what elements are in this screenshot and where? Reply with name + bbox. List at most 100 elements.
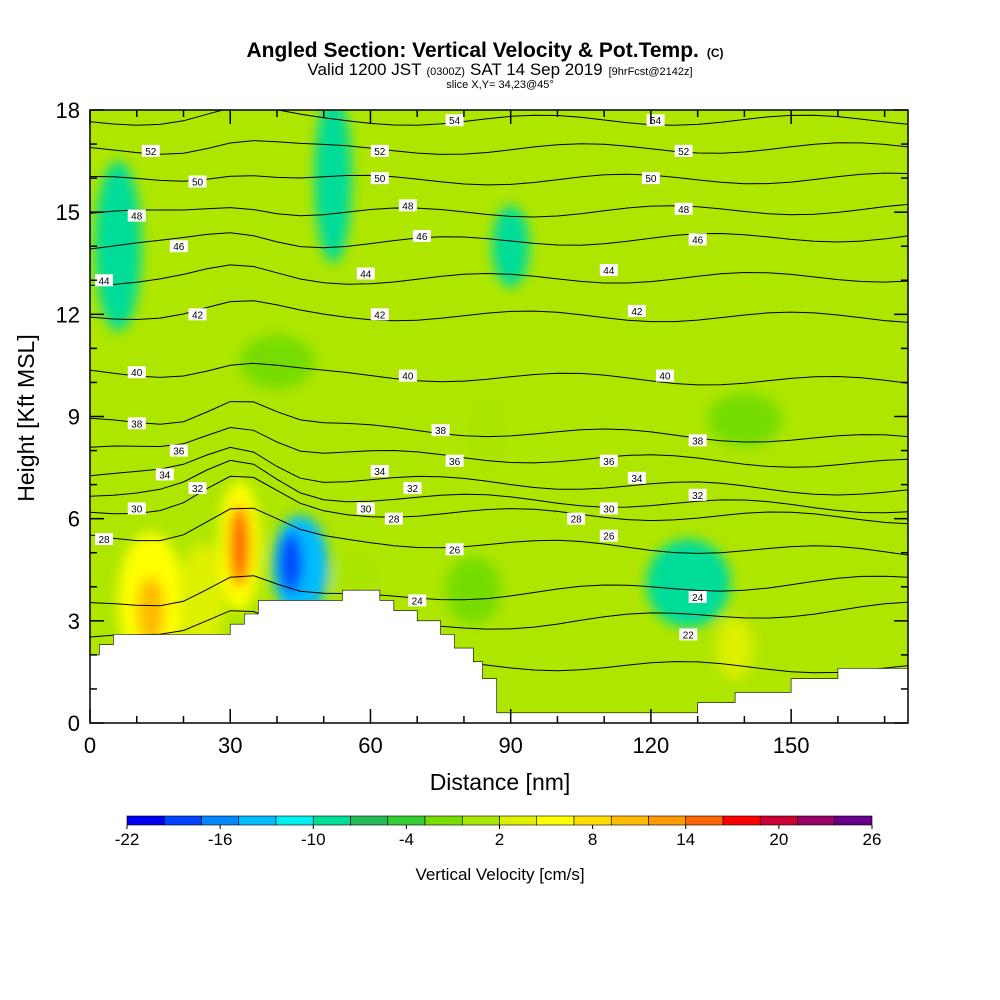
contour-label: 46 [412, 230, 431, 243]
contour-label: 50 [370, 172, 389, 185]
contour-label: 50 [641, 172, 660, 185]
contour-label: 52 [370, 144, 389, 158]
svg-text:54: 54 [449, 116, 461, 127]
theta-contour-line [90, 172, 908, 186]
contour-label: 38 [431, 424, 450, 437]
chart-title: Angled Section: Vertical Velocity & Pot.… [246, 39, 723, 62]
contour-label: 36 [599, 454, 618, 468]
svg-text:38: 38 [435, 426, 447, 437]
svg-text:36: 36 [603, 457, 615, 468]
valid-time-line: Valid 1200 JST (0300Z) SAT 14 Sep 2019 [9hr… [307, 60, 692, 79]
svg-text:26: 26 [449, 545, 461, 556]
y-tick-label: 18 [56, 98, 80, 123]
velocity-cell [279, 532, 303, 594]
theta-contour-line [90, 475, 908, 525]
svg-text:36: 36 [449, 457, 461, 468]
theta-contours [90, 110, 908, 674]
colorbar-swatch [685, 815, 724, 826]
y-tick-label: 9 [68, 405, 80, 430]
contour-label: 52 [141, 144, 160, 158]
colorbar: -22 -16 -10 -4 2 8 14 20 26 [115, 815, 881, 849]
x-tick-label: 90 [498, 733, 522, 758]
colorbar-swatch [163, 815, 202, 826]
contour-label: 34 [627, 471, 646, 485]
svg-text:46: 46 [692, 235, 704, 246]
contour-label: 28 [95, 533, 114, 546]
velocity-cell [491, 205, 530, 288]
svg-text:36: 36 [173, 447, 185, 458]
svg-text:32: 32 [407, 484, 419, 495]
y-tick-label: 3 [68, 609, 80, 634]
svg-text:50: 50 [192, 178, 204, 189]
theta-contour-line [90, 507, 908, 556]
colorbar-tick-label: -10 [301, 830, 326, 849]
contour-label: 26 [445, 543, 464, 556]
contour-labels: 22 24 26 28 30 32 34 36 38 40 42 44 46 48 50 52 54 54 52 52… [95, 114, 707, 641]
colorbar-swatch [461, 815, 500, 826]
contour-label: 54 [445, 114, 464, 127]
velocity-field [94, 110, 782, 679]
svg-text:52: 52 [678, 147, 690, 158]
svg-text:28: 28 [571, 515, 583, 526]
colorbar-tick-label: -22 [115, 830, 140, 849]
contour-label: 38 [688, 434, 707, 447]
colorbar-tick-label: 14 [676, 830, 695, 849]
contour-label: 40 [127, 366, 146, 379]
colorbar-label: Vertical Velocity [cm/s] [415, 865, 584, 884]
svg-text:50: 50 [374, 174, 386, 185]
contour-label: 42 [188, 308, 207, 321]
velocity-cell [468, 396, 507, 471]
contour-label: 22 [679, 628, 698, 641]
theta-contour-line [90, 140, 908, 155]
svg-text:30: 30 [360, 504, 372, 515]
contour-label: 52 [674, 144, 693, 158]
velocity-cell [239, 334, 315, 390]
colorbar-swatch [387, 815, 426, 826]
x-tick-label: 0 [84, 733, 96, 758]
svg-text:30: 30 [131, 504, 143, 515]
svg-text:38: 38 [692, 436, 704, 447]
svg-text:44: 44 [603, 266, 615, 277]
colorbar-tick-label: 2 [495, 830, 504, 849]
theta-contour-line [90, 446, 908, 496]
theta-contour-line [90, 232, 908, 250]
colorbar-swatch [648, 815, 687, 826]
x-tick-label: 120 [633, 733, 670, 758]
contour-label: 40 [398, 369, 417, 383]
y-tick-label: 6 [68, 507, 80, 532]
x-axis-label: Distance [nm] [430, 769, 571, 795]
contour-label: 32 [688, 488, 707, 502]
contour-label: 36 [445, 454, 464, 468]
theta-contour-line [90, 362, 908, 386]
colorbar-swatch [126, 815, 165, 826]
terrain [90, 589, 908, 723]
x-axis-ticks: 0 30 60 90 120 150 [84, 110, 886, 758]
svg-text:44: 44 [360, 269, 372, 280]
contour-label: 50 [188, 175, 207, 189]
svg-text:38: 38 [131, 419, 143, 430]
svg-text:48: 48 [402, 201, 414, 212]
contour-label: 46 [688, 233, 707, 246]
svg-text:48: 48 [678, 205, 690, 216]
colorbar-tick-label: 8 [588, 830, 597, 849]
svg-text:40: 40 [402, 372, 414, 383]
colorbar-tick-label: -4 [399, 830, 414, 849]
velocity-cell [94, 161, 142, 332]
svg-text:34: 34 [159, 470, 171, 481]
contour-label: 48 [127, 209, 146, 223]
svg-text:50: 50 [645, 174, 657, 185]
svg-text:24: 24 [692, 593, 704, 604]
contour-label: 42 [627, 304, 646, 318]
y-tick-label: 12 [56, 302, 80, 327]
svg-text:42: 42 [374, 310, 386, 321]
svg-text:28: 28 [388, 515, 400, 526]
velocity-cell [178, 542, 226, 652]
contour-label: 24 [688, 590, 707, 604]
colorbar-swatch [834, 815, 873, 826]
contour-label: 42 [370, 308, 389, 321]
svg-text:44: 44 [98, 276, 110, 287]
theta-contour-line [90, 575, 908, 607]
colorbar-swatch [312, 815, 351, 826]
